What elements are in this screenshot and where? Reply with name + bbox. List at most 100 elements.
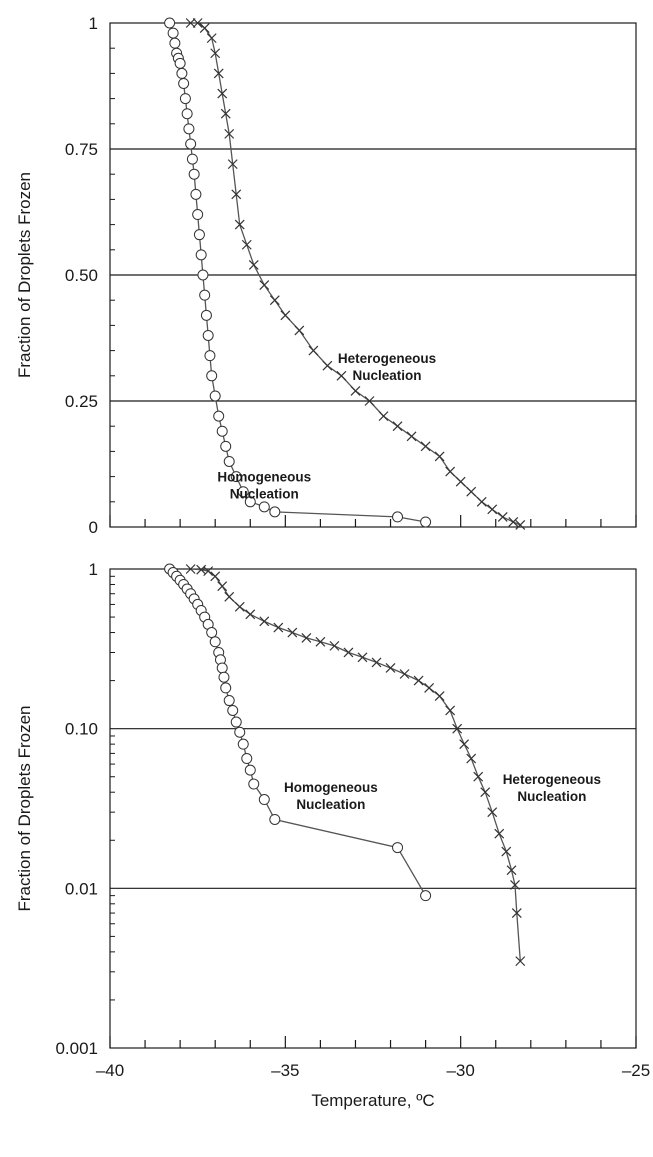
data-point-x <box>213 68 224 79</box>
data-point-x <box>192 18 203 28</box>
data-point-x <box>459 739 470 750</box>
data-point-circle <box>392 842 404 854</box>
data-point-x <box>487 807 498 818</box>
data-point-x <box>273 622 284 633</box>
annotation-label: Nucleation <box>517 789 586 804</box>
data-point-circle <box>227 704 239 716</box>
data-point-x <box>220 108 231 119</box>
x-tick-label: –35 <box>271 1061 299 1080</box>
data-point-circle <box>178 77 190 89</box>
y-tick-label: 0.75 <box>65 140 98 159</box>
data-point-x <box>452 723 463 734</box>
data-point-circle <box>269 813 281 825</box>
data-point-x <box>210 48 221 59</box>
data-point-x <box>185 564 196 574</box>
data-point-x <box>336 370 347 381</box>
data-point-circle <box>183 123 195 135</box>
data-point-x <box>308 345 319 356</box>
data-point-circle <box>223 455 235 467</box>
data-point-circle <box>234 726 246 738</box>
data-point-x <box>501 846 512 857</box>
data-point-circle <box>192 209 204 221</box>
data-point-circle <box>206 370 218 382</box>
annotation-label: Nucleation <box>230 487 299 502</box>
data-point-x <box>350 385 361 396</box>
data-point-x <box>364 396 375 406</box>
data-point-x <box>399 669 410 679</box>
data-point-x <box>487 504 498 515</box>
data-point-circle <box>269 506 281 518</box>
data-point-circle <box>186 153 198 165</box>
x-tick-label: –25 <box>622 1061 650 1080</box>
data-point-x <box>234 601 245 612</box>
series-line-x <box>190 22 521 526</box>
data-point-circle <box>216 425 228 437</box>
data-point-x <box>434 451 445 462</box>
y-tick-label: 0.10 <box>65 720 98 739</box>
data-point-circle <box>174 57 186 69</box>
data-point-x <box>217 581 228 592</box>
data-point-x <box>445 466 456 477</box>
data-point-x <box>259 280 270 291</box>
data-point-x <box>420 441 431 452</box>
data-point-x <box>508 517 519 527</box>
data-point-x <box>480 787 491 798</box>
data-point-circle <box>258 794 270 806</box>
data-point-x <box>241 239 252 250</box>
data-point-circle <box>209 636 221 648</box>
data-point-x <box>245 609 256 620</box>
top-panel-linear: 0 0.25 0.50 0.75 1 Fraction of Droplets Froze… <box>15 14 637 537</box>
data-point-x <box>248 259 259 270</box>
data-point-x <box>515 956 526 967</box>
data-point-circle <box>200 309 212 321</box>
data-point-x <box>371 657 382 668</box>
annotation-label: Nucleation <box>353 368 422 383</box>
data-point-circle <box>218 671 230 683</box>
data-point-x <box>466 753 477 764</box>
data-point-x <box>287 627 298 638</box>
y-tick-label: 0.01 <box>65 879 98 898</box>
data-point-circle <box>237 486 249 498</box>
data-point-x <box>424 682 435 693</box>
data-point-circle <box>193 229 205 241</box>
data-point-circle <box>167 27 179 39</box>
data-point-x <box>259 616 270 627</box>
data-point-x <box>357 652 368 663</box>
x-axis-title: Temperature, ºC <box>311 1091 434 1110</box>
data-point-circle <box>230 716 242 728</box>
data-point-circle <box>258 501 270 513</box>
data-point-circle <box>185 138 197 150</box>
data-point-x <box>185 18 196 28</box>
series-line-x <box>190 568 521 962</box>
data-point-x <box>231 189 242 200</box>
data-point-x <box>224 128 235 139</box>
data-point-x <box>217 88 228 99</box>
data-point-circle <box>190 188 202 200</box>
data-point-circle <box>241 753 253 765</box>
data-point-x <box>199 23 210 33</box>
data-point-circle <box>188 168 200 180</box>
data-point-circle <box>197 269 209 281</box>
data-point-x <box>392 421 403 432</box>
data-point-circle <box>213 410 225 422</box>
data-point-circle <box>204 350 216 362</box>
data-point-x <box>511 908 522 918</box>
data-point-circle <box>230 471 242 483</box>
data-point-circle <box>244 764 256 776</box>
y-tick-label: 1 <box>89 560 98 579</box>
data-point-circle <box>420 516 432 528</box>
data-point-x <box>378 411 389 422</box>
data-point-x <box>294 325 305 336</box>
data-point-x <box>301 633 312 643</box>
series-line-circle <box>168 22 426 523</box>
data-point-circle <box>176 67 188 79</box>
data-point-x <box>269 295 280 306</box>
data-point-x <box>322 360 333 371</box>
data-point-circle <box>392 511 404 523</box>
data-point-circle <box>248 778 260 790</box>
y-tick-label: 0.25 <box>65 392 98 411</box>
data-point-circle <box>202 329 214 341</box>
data-point-circle <box>181 108 193 120</box>
data-point-circle <box>179 93 191 105</box>
